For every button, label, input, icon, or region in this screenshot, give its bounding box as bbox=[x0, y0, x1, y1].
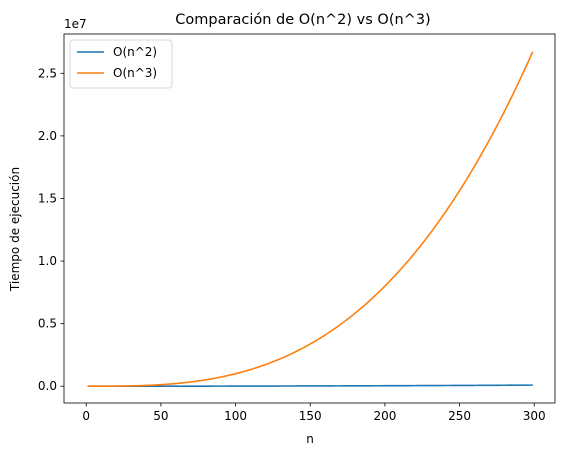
y-tick-label: 0.0 bbox=[38, 379, 57, 393]
legend: O(n^2) O(n^3) bbox=[69, 39, 173, 89]
x-axis-ticks: 0 50 100 150 200 250 300 bbox=[82, 403, 546, 423]
y-tick-label: 1.5 bbox=[38, 191, 57, 205]
legend-label-2: O(n^3) bbox=[113, 66, 157, 80]
y-tick-label: 2.5 bbox=[38, 66, 57, 80]
x-axis-label: n bbox=[306, 432, 314, 446]
axes-frame bbox=[63, 33, 556, 404]
y-tick-label: 0.5 bbox=[38, 317, 57, 331]
y-tick-label: 2.0 bbox=[38, 129, 57, 143]
x-tick-label: 300 bbox=[523, 409, 546, 423]
series-line-2 bbox=[87, 51, 534, 388]
y-tick-label: 1.0 bbox=[38, 254, 57, 268]
x-tick-label: 150 bbox=[299, 409, 322, 423]
x-tick-label: 100 bbox=[224, 409, 247, 423]
series-line-1 bbox=[87, 384, 533, 388]
y-axis-ticks: 0.0 0.5 1.0 1.5 2.0 2.5 bbox=[38, 66, 64, 393]
legend-label-1: O(n^2) bbox=[113, 45, 157, 59]
y-offset-label: 1e7 bbox=[64, 17, 87, 31]
x-tick-label: 50 bbox=[153, 409, 168, 423]
x-tick-label: 250 bbox=[448, 409, 471, 423]
x-tick-label: 0 bbox=[82, 409, 90, 423]
plot-area bbox=[63, 33, 556, 404]
series-lines bbox=[87, 51, 534, 388]
chart-title: Comparación de O(n^2) vs O(n^3) bbox=[175, 12, 430, 28]
x-tick-label: 200 bbox=[373, 409, 396, 423]
y-axis-label: Tiempo de ejecución bbox=[8, 167, 22, 292]
